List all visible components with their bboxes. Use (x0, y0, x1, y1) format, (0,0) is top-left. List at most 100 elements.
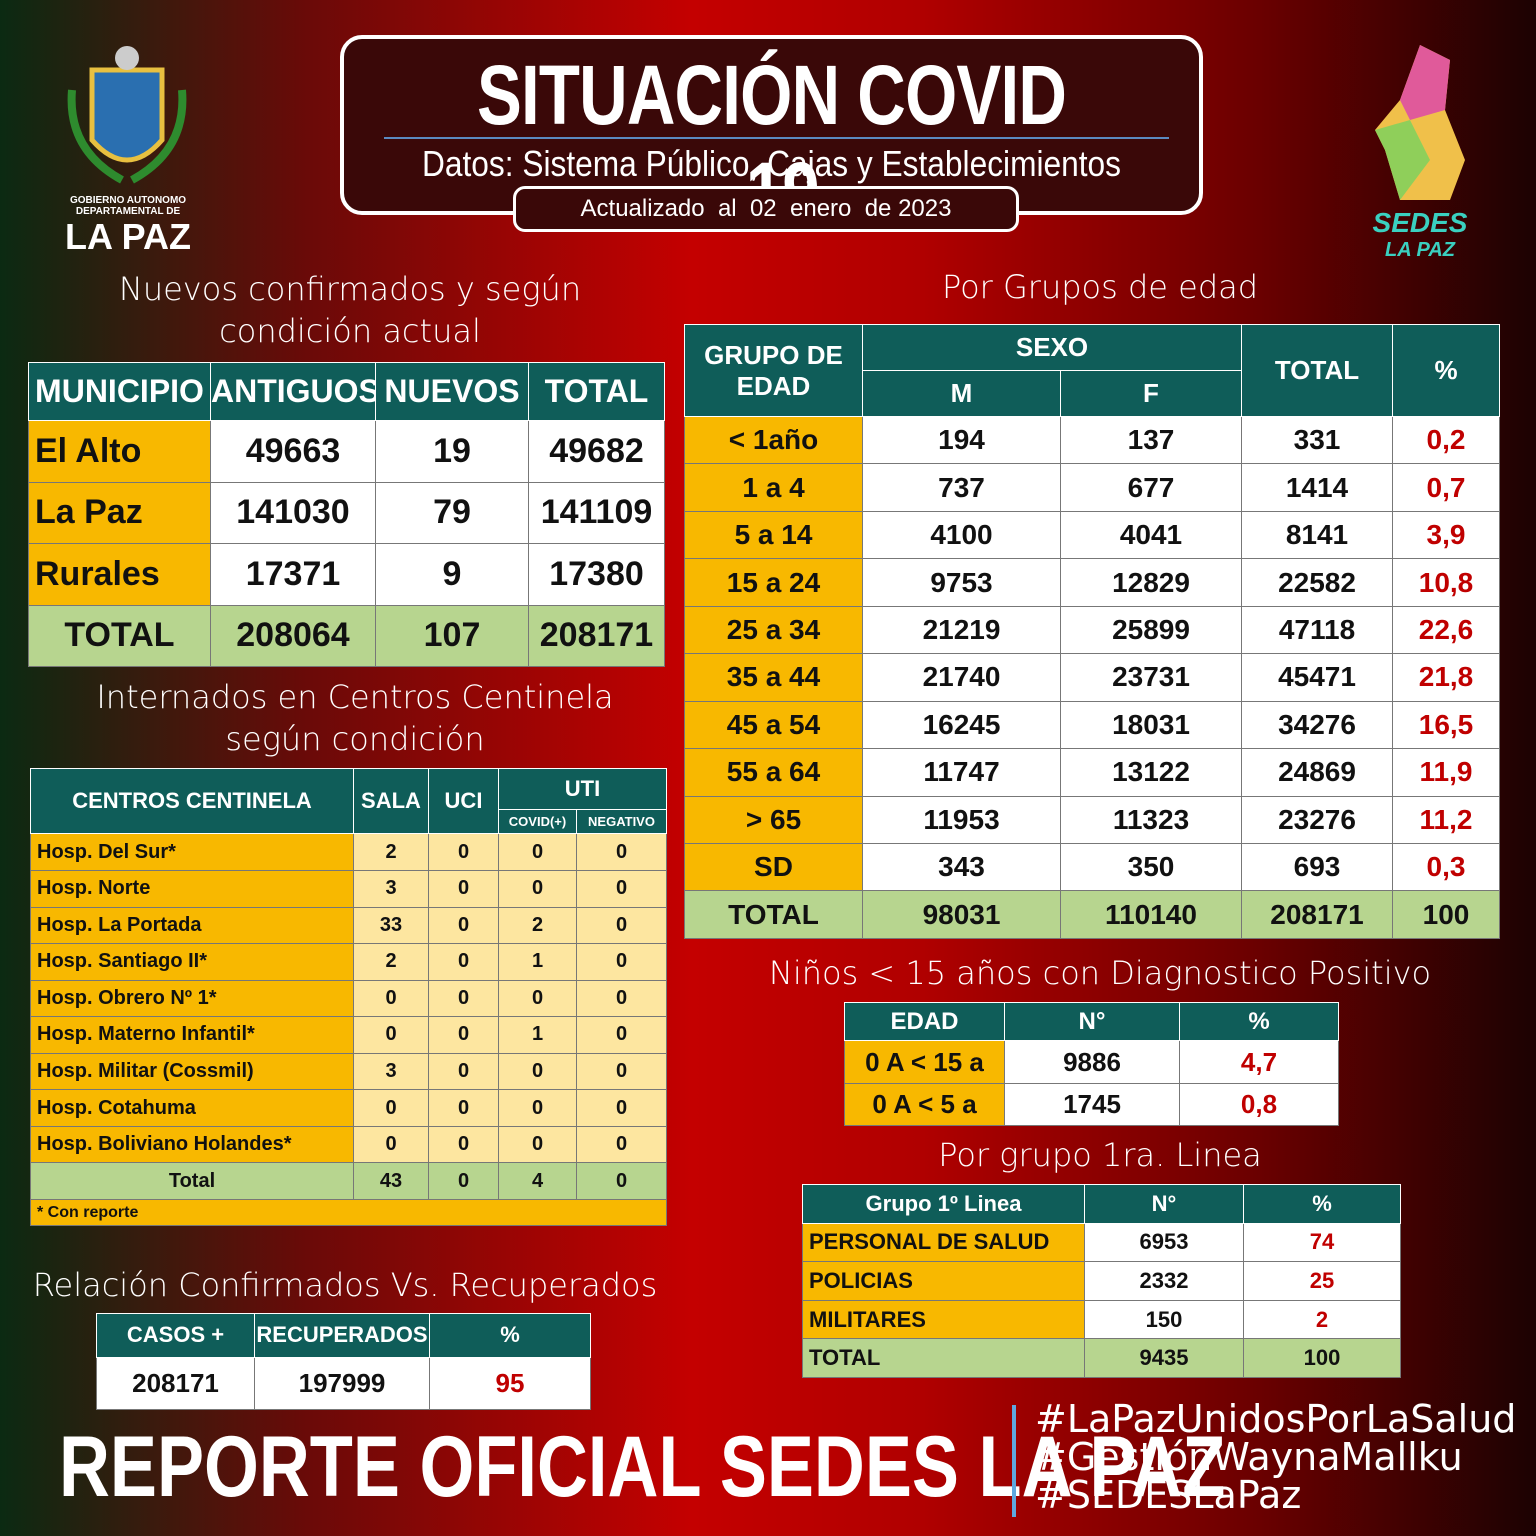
footer-title: REPORTE OFICIAL SEDES LA PAZ (59, 1419, 1226, 1515)
section-title: Nuevos confirmados y según condición act… (118, 270, 582, 350)
table-cell: 0 (498, 870, 577, 908)
table-cell: 12829 (1060, 558, 1242, 607)
header-row: COVID(+) NEGATIVO (31, 809, 668, 835)
table-cell: 11,2 (1392, 795, 1500, 844)
table-cell: 22,6 (1392, 605, 1500, 655)
table-cell: 0,2 (1392, 415, 1500, 465)
table-cell: 0,8 (1179, 1082, 1339, 1127)
table-cell: 4041 (1060, 510, 1242, 560)
table-cell: 0 (575, 833, 668, 872)
table-row: 55 a 64 11747 13122 24869 11,9 (684, 748, 1500, 797)
table-cell: 100 (1392, 890, 1500, 939)
table-cell: 110140 (1060, 890, 1242, 939)
table-cell: 0 (498, 1125, 577, 1164)
table-cell: 1 (498, 943, 577, 981)
table-row: PERSONAL DE SALUD 6953 74 (802, 1222, 1401, 1263)
section-title: Internados en Centros Centinela según co… (96, 678, 614, 758)
table-row: Rurales 17371 9 17380 (28, 543, 665, 606)
table-cell: 15 a 24 (684, 558, 863, 607)
coat-of-arms (67, 46, 187, 184)
table-cell: 9 (375, 543, 529, 606)
table-row: Hosp. Del Sur* 2 0 0 0 (30, 833, 668, 872)
table-row: Total 43 0 4 0 (30, 1162, 668, 1200)
table-cell: Rurales (28, 543, 211, 606)
table-cell: 1414 (1241, 463, 1393, 512)
hashtag: #GestiónWaynaMallku (1035, 1435, 1463, 1479)
table-cell: 0 (575, 943, 668, 981)
title-box: SITUACIÓN COVID -19 Datos: Sistema Públi… (340, 35, 1203, 239)
table-cell: 5 a 14 (684, 510, 863, 560)
header-cell: EDAD (844, 1001, 1005, 1042)
header-row: CASOS + RECUPERADOS% (96, 1313, 591, 1358)
table-cell: 0 (428, 943, 499, 981)
table-row: Hosp. Materno Infantil* 0 0 1 0 (30, 1016, 668, 1054)
table-cell: 343 (862, 842, 1061, 892)
table-cell: MILITARES (802, 1299, 1085, 1340)
table: EDAD N°% 0 A < 15 a 9886 4,7 0 A < 5 a 1745 0,8 (844, 1001, 1339, 1127)
table-cell: 98031 (862, 890, 1061, 939)
table-cell: POLICIAS (802, 1261, 1085, 1301)
table-cell: 100 (1243, 1338, 1401, 1378)
header-cell: % (429, 1313, 591, 1358)
header-row: Grupo 1º Linea N°% (802, 1184, 1401, 1224)
table-cell: Hosp. Militar (Cossmil) (30, 1052, 354, 1091)
table-cell: 11953 (862, 795, 1061, 844)
table-cell: 2 (1243, 1299, 1401, 1340)
header-cell: UTI (497, 767, 668, 811)
table-cell: Hosp. Cotahuma (30, 1089, 354, 1127)
table-cell: 45471 (1241, 653, 1393, 702)
table-cell: 0 (353, 1089, 429, 1127)
table-cell: 0 (428, 1016, 499, 1054)
table-cell: 6953 (1084, 1222, 1244, 1263)
table-cell: 208171 (528, 604, 665, 668)
table-cell: 10,8 (1392, 558, 1500, 607)
table-cell: 11323 (1060, 795, 1242, 844)
section-title: Por grupo 1ra. Linea (938, 1136, 1262, 1174)
table-cell: 19 (375, 420, 529, 483)
table-cell: 0 (428, 1125, 499, 1164)
table-cell: 3 (353, 870, 429, 908)
table-cell: 24869 (1241, 748, 1393, 797)
header-cell: GRUPO DE EDAD (684, 324, 863, 417)
header-cell: MUNICIPIO (28, 361, 211, 422)
table-cell: 9886 (1004, 1040, 1180, 1084)
table-cell: 0 (428, 870, 499, 908)
header-cell: UCI (428, 767, 499, 835)
table-cell: 331 (1241, 415, 1393, 465)
header-cell: % (1392, 324, 1500, 417)
table-cell: 9753 (862, 558, 1061, 607)
note: * Con reporte (29, 1199, 668, 1226)
table-cell: Hosp. La Portada (30, 906, 354, 945)
table-cell: 197999 (254, 1356, 430, 1411)
table-cell: SD (684, 842, 863, 892)
table-cell: 150 (1084, 1299, 1244, 1340)
table-cell: 0 (575, 1052, 668, 1091)
table-cell: 0 (353, 1125, 429, 1164)
map-logo (1375, 45, 1465, 200)
table-row: SD 343 350 693 0,3 (684, 842, 1500, 892)
table-row: < 1año 194 137 331 0,2 (684, 415, 1500, 465)
table-row: 25 a 34 21219 25899 47118 22,6 (684, 605, 1500, 655)
header-cell: COVID(+) (498, 809, 577, 835)
table-cell: 16,5 (1392, 700, 1500, 750)
table-cell: 350 (1060, 842, 1242, 892)
table-cell: 43 (353, 1162, 429, 1200)
table-row: 15 a 24 9753 12829 22582 10,8 (684, 558, 1500, 607)
hashtag: #LaPazUnidosPorLaSalud (1035, 1397, 1517, 1441)
table-row: Hosp. La Portada 33 0 2 0 (30, 906, 668, 945)
table-row: TOTAL 9435 100 (802, 1338, 1401, 1378)
header-cell: TOTAL (1241, 324, 1393, 417)
table-cell: Hosp. Del Sur* (30, 833, 354, 872)
table-cell: 45 a 54 (684, 700, 863, 750)
table-cell: 74 (1243, 1222, 1401, 1263)
table-cell: 4,7 (1179, 1040, 1339, 1084)
header-cell: N° (1084, 1184, 1244, 1224)
table-cell: 208064 (210, 604, 376, 668)
table-row: MILITARES 150 2 (802, 1299, 1401, 1340)
table-cell: 21219 (862, 605, 1061, 655)
table-cell: 194 (862, 415, 1061, 465)
table-row: El Alto 49663 19 49682 (28, 420, 665, 483)
table-cell: 34276 (1241, 700, 1393, 750)
header-cell: % (1243, 1184, 1401, 1224)
table-row: POLICIAS 2332 25 (802, 1261, 1401, 1301)
